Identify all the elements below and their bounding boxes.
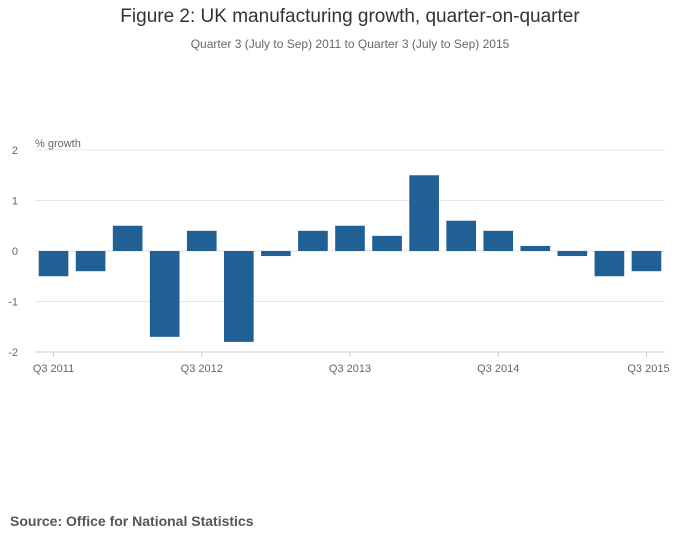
- bar: Q4 2013: 0.3: [372, 235, 402, 251]
- bar: Q3 2015: -0.4: [631, 251, 662, 272]
- source-note: Source: Office for National Statistics: [10, 513, 254, 529]
- y-axis: 2 1 0 -1 -2: [8, 145, 18, 359]
- x-tick-label: Q3 2011: [33, 363, 74, 375]
- y-tick-label: -1: [8, 297, 18, 309]
- y-tick-label: 1: [12, 196, 18, 208]
- x-tick-label: Q3 2013: [329, 363, 371, 375]
- bar: Q1 2013: -0.1: [261, 251, 291, 257]
- x-tick-label: Q3 2015: [627, 363, 669, 375]
- x-axis: Q3 2011 Q3 2012 Q3 2013 Q3 2014 Q3 2015: [33, 351, 670, 375]
- bar: Q4 2012: -1.8: [224, 251, 254, 342]
- chart-subtitle: Quarter 3 (July to Sep) 2011 to Quarter …: [190, 37, 510, 51]
- bar: Q4 2014: 0.1: [520, 245, 551, 251]
- chart-title: Figure 2: UK manufacturing growth, quart…: [120, 6, 580, 27]
- y-tick-label: 2: [12, 145, 18, 157]
- bar: Q2 2013: 0.4: [298, 230, 328, 251]
- y-axis-label: % growth: [35, 138, 81, 150]
- bar: Q4 2011: -0.4: [75, 251, 106, 272]
- x-tick-label: Q3 2014: [477, 363, 519, 375]
- y-tick-label: -2: [8, 347, 18, 359]
- bar: Q2 2014: 0.6: [446, 220, 476, 251]
- bar: Q3 2012: 0.4: [186, 230, 217, 251]
- bar: Q3 2011: -0.5: [38, 251, 69, 277]
- bar: Q1 2015: -0.1: [557, 251, 588, 257]
- bar: Q2 2015: -0.5: [594, 251, 625, 277]
- bars: Q3 2011: -0.5Q4 2011: -0.4Q1 2012: 0.5Q2…: [38, 175, 662, 342]
- y-tick-label: 0: [12, 246, 18, 258]
- bar: Q3 2013: 0.5: [335, 225, 365, 251]
- x-tick-label: Q3 2012: [181, 363, 223, 375]
- bar: Q1 2014: 1.5: [409, 175, 439, 251]
- bar: Q2 2012: -1.7: [149, 251, 180, 337]
- bar: Q3 2014: 0.4: [483, 230, 514, 251]
- bar: Q1 2012: 0.5: [112, 225, 143, 251]
